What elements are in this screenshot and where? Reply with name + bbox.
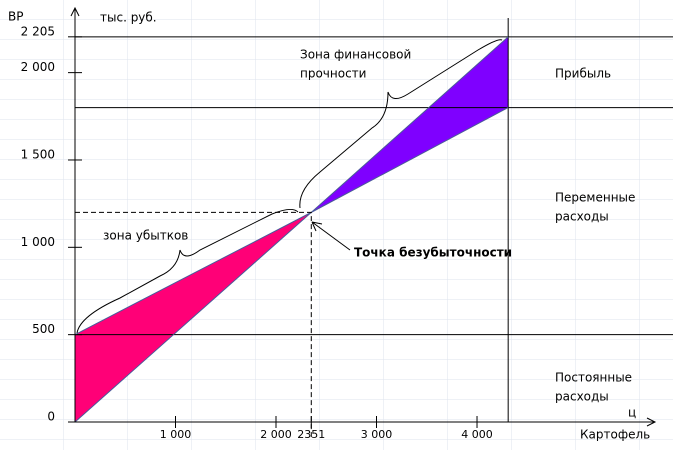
break-even-arrow <box>311 221 351 251</box>
y-unit-label: тыс. руб. <box>100 11 157 25</box>
y-axis <box>70 6 80 422</box>
y-axis-label: ВР <box>8 10 23 24</box>
y-tick-label: 1 500 <box>21 147 55 161</box>
x-tick-label: 3 000 <box>361 428 393 441</box>
y-tick-label: 2 205 <box>21 24 55 38</box>
annotation: Точка безубыточности <box>354 246 512 260</box>
annotation: расходы <box>555 210 609 224</box>
y-tick-label: 2 000 <box>21 60 55 74</box>
x-tick-label: 2 000 <box>260 428 292 441</box>
x-axis-label: ц <box>628 406 636 420</box>
y-tick-label: 500 <box>32 322 55 336</box>
annotation: прочности <box>300 67 366 81</box>
annotation: Зона финансовой <box>300 48 411 62</box>
x-tick-label: 4 000 <box>461 428 493 441</box>
annotation: Переменные <box>555 191 635 205</box>
annotation: зона убытков <box>103 229 188 243</box>
annotation: расходы <box>555 390 609 404</box>
x-tick-label: 2351 <box>297 428 325 441</box>
safety-brace <box>299 39 503 209</box>
annotation: Прибыль <box>555 67 611 81</box>
x-tick-label: 1 000 <box>160 428 192 441</box>
x-axis <box>75 417 657 427</box>
loss-brace <box>76 208 299 334</box>
y-tick-label: 1 000 <box>21 235 55 249</box>
y-tick-label: 0 <box>47 410 55 424</box>
plot <box>74 18 673 438</box>
annotation: Постоянные <box>555 371 632 385</box>
x-axis-title: Картофель <box>580 428 650 442</box>
break-even-guide <box>75 211 312 438</box>
